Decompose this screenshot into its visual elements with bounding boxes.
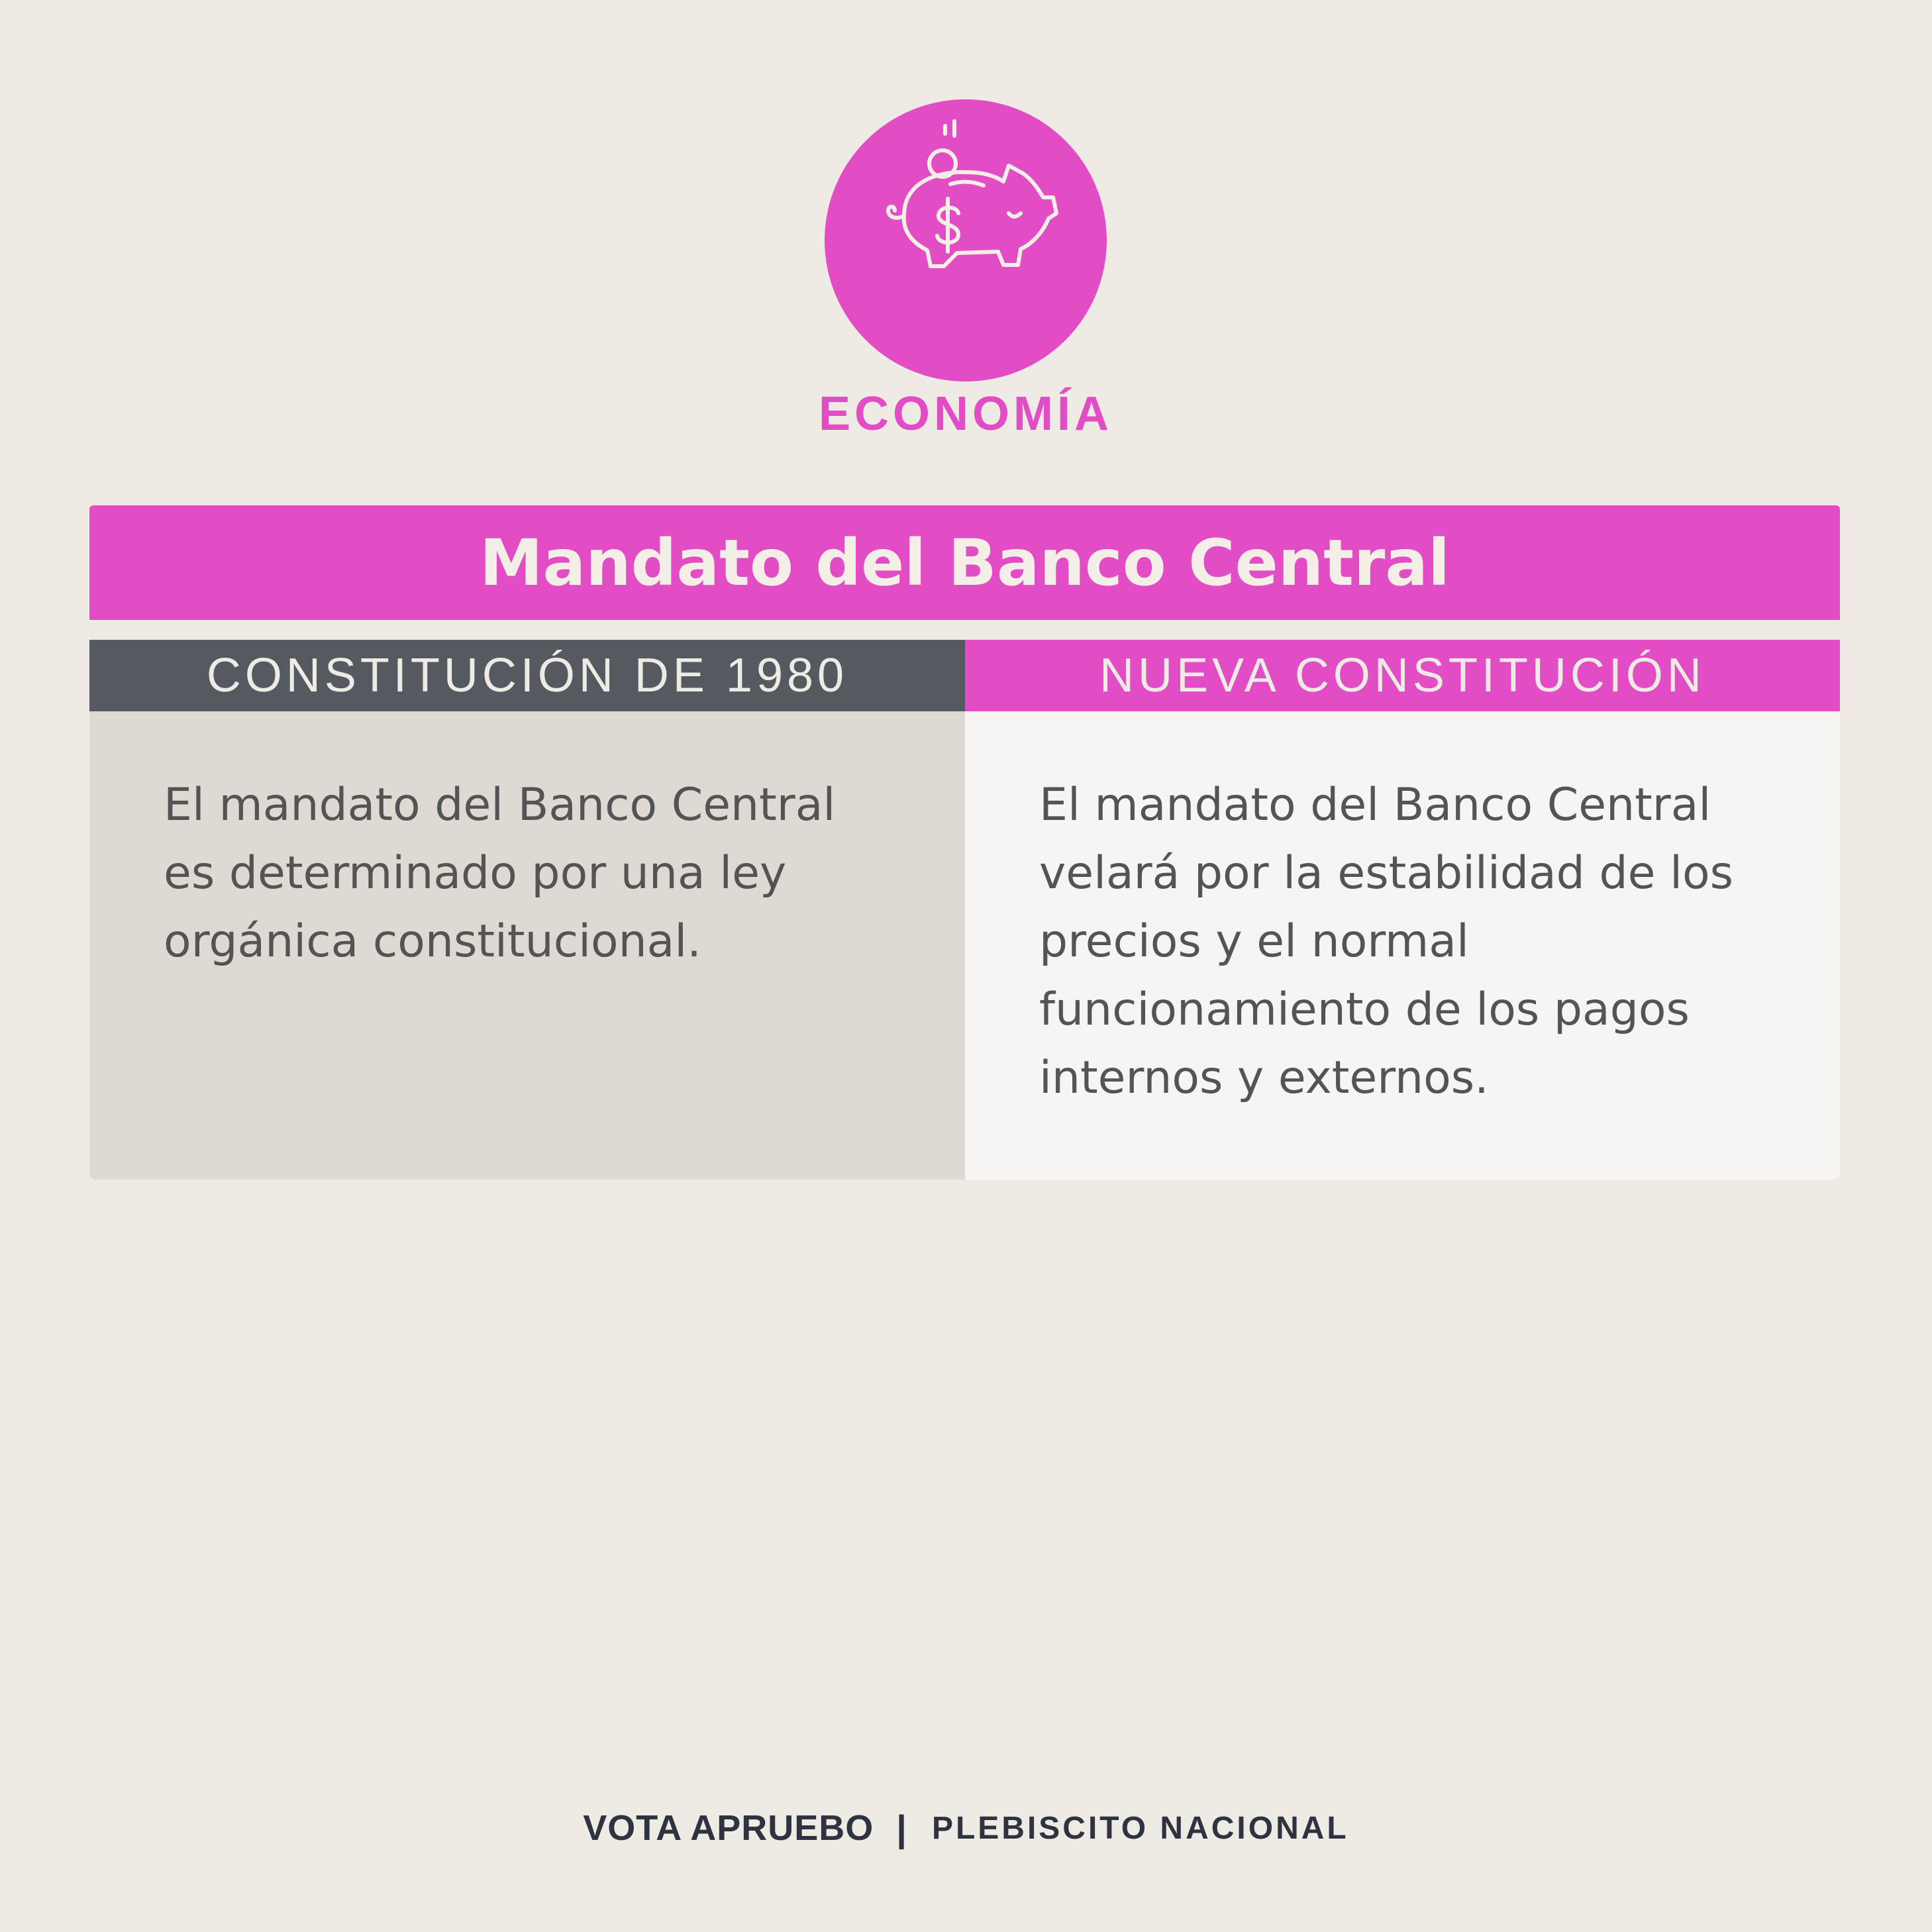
column-text-nueva: El mandato del Banco Central velará por … <box>965 711 1840 1180</box>
column-text-1980: El mandato del Banco Central es determin… <box>89 711 965 1180</box>
brand-logo: VOTA APRUEBO <box>583 1808 874 1848</box>
category-label: ECONOMÍA <box>819 387 1113 440</box>
title-bar: Mandato del Banco Central <box>89 505 1840 620</box>
column-heading-1980: CONSTITUCIÓN DE 1980 <box>89 640 965 711</box>
column-heading-nueva: NUEVA CONSTITUCIÓN <box>965 640 1840 711</box>
campaign-label: PLEBISCITO NACIONAL <box>931 1810 1349 1846</box>
piggy-bank-icon <box>886 119 1058 268</box>
footer-separator: | <box>896 1807 909 1849</box>
footer: VOTA APRUEBO | PLEBISCITO NACIONAL <box>0 1802 1932 1855</box>
page-title: Mandato del Banco Central <box>480 525 1450 600</box>
category-badge <box>825 99 1107 381</box>
